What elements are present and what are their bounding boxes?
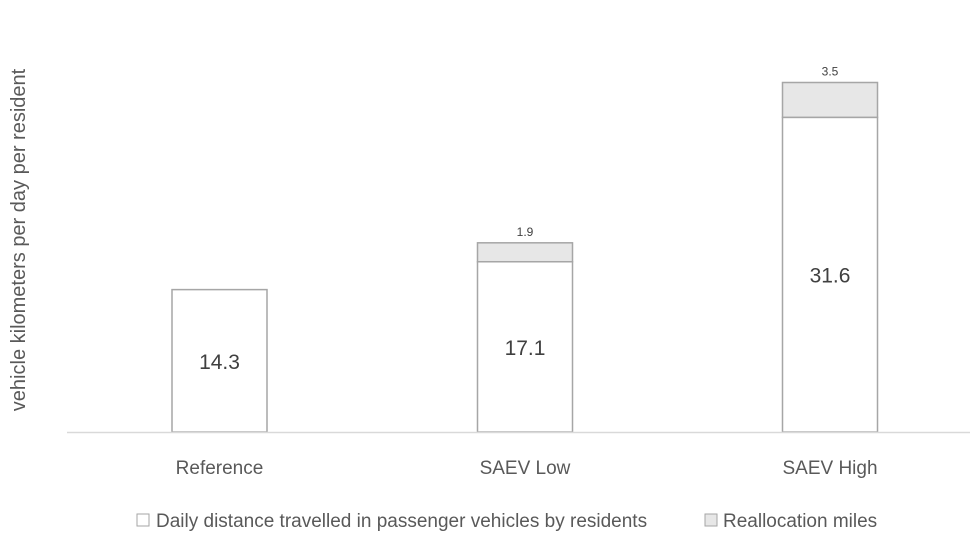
bar-segment-reallocation-2 (476, 242, 574, 263)
category-labels: Reference SAEV Low SAEV High (176, 458, 878, 479)
legend: Daily distance travelled in passenger ve… (136, 511, 877, 532)
data-label-reallocation-3: 3.5 (822, 65, 839, 79)
data-label-reallocation-2: 1.9 (517, 225, 534, 239)
category-label-2: SAEV Low (480, 458, 571, 479)
legend-swatch-2 (704, 513, 718, 527)
bar-segment-reallocation-3 (781, 81, 879, 119)
data-label-daily-distance-1: 14.3 (199, 351, 240, 374)
data-label-daily-distance-3: 31.6 (810, 265, 851, 288)
data-label-daily-distance-2: 17.1 (505, 337, 546, 360)
y-axis-title: vehicle kilometers per day per resident (8, 68, 30, 411)
plot-area: 14.3 17.1 1.9 31.6 3.5 (171, 65, 879, 433)
legend-label-2: Reallocation miles (723, 511, 877, 532)
legend-swatch-1 (136, 513, 150, 527)
legend-label-1: Daily distance travelled in passenger ve… (156, 511, 647, 532)
category-label-1: Reference (176, 458, 264, 479)
bar-segment-daily-distance-2 (476, 260, 574, 433)
bar-segment-daily-distance-1 (171, 288, 268, 433)
category-label-3: SAEV High (782, 458, 877, 479)
